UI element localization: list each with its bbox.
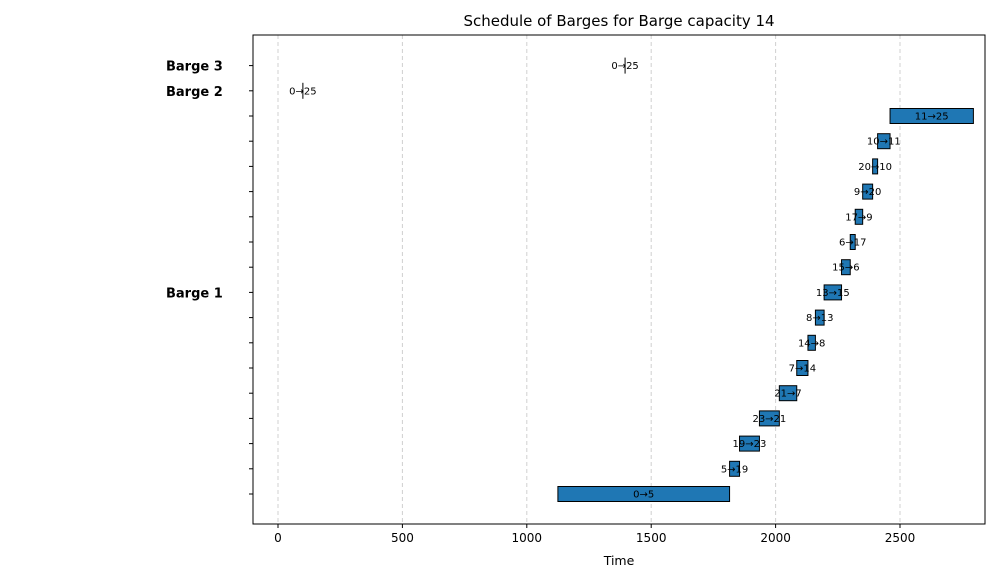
bar-label: 0→25 <box>611 61 638 72</box>
x-tick-label: 2000 <box>760 531 791 545</box>
schedule-bar <box>862 183 874 200</box>
y-tick-label: Barge 3 <box>166 60 223 75</box>
schedule-bar <box>807 334 816 351</box>
y-axis: Barge 1 Barge 2 Barge 3 <box>166 60 253 495</box>
x-tick-label: 1500 <box>636 531 667 545</box>
bar-label: 13→15 <box>816 288 850 299</box>
bar-label: 10→11 <box>867 137 901 148</box>
x-tick-label: 1000 <box>512 531 543 545</box>
bar-label: 17→9 <box>845 212 872 223</box>
schedule-bar <box>872 158 879 175</box>
schedule-bar <box>557 486 731 502</box>
grid-layer <box>277 35 901 524</box>
schedule-bar <box>841 259 851 276</box>
schedule-bar <box>758 410 780 427</box>
bar-label: 9→20 <box>854 187 881 198</box>
y-tick-label: Barge 1 <box>166 286 223 301</box>
bars-layer: 0→5 5→19 19→23 23→21 21→7 7→14 14→8 8→13 13→15 15… <box>289 57 974 502</box>
bar-label: 0→5 <box>633 490 654 501</box>
x-tick-label: 2500 <box>885 531 916 545</box>
bar-label: 14→8 <box>798 338 825 349</box>
x-axis: 0 500 1000 1500 2000 2500 <box>274 524 915 545</box>
schedule-bar <box>814 309 825 326</box>
schedule-bar <box>739 435 760 452</box>
bar-label: 23→21 <box>752 414 786 425</box>
bar-label: 0→25 <box>289 86 316 97</box>
schedule-bar <box>849 234 856 250</box>
bar-label: 6→17 <box>839 238 866 249</box>
y-tick-label: Barge 2 <box>166 85 223 100</box>
schedule-bar <box>889 108 974 124</box>
bar-label: 15→6 <box>832 263 859 274</box>
schedule-bar <box>877 133 891 150</box>
schedule-bar <box>796 360 809 376</box>
bar-label: 20→10 <box>858 162 892 173</box>
x-axis-label: Time <box>603 553 635 568</box>
x-tick-label: 500 <box>391 531 414 545</box>
schedule-bar <box>778 385 798 402</box>
schedule-bar <box>823 284 843 301</box>
x-tick-label: 0 <box>274 531 282 545</box>
schedule-bar <box>729 460 741 477</box>
schedule-bar <box>854 208 864 225</box>
bar-label: 7→14 <box>789 364 816 375</box>
bar-label: 8→13 <box>806 313 833 324</box>
chart-title: Schedule of Barges for Barge capacity 14 <box>463 12 774 30</box>
plot-frame <box>252 34 986 525</box>
bar-label: 11→25 <box>915 112 949 123</box>
bar-label: 21→7 <box>774 389 801 400</box>
bar-label: 5→19 <box>721 464 748 475</box>
bar-label: 19→23 <box>733 439 767 450</box>
